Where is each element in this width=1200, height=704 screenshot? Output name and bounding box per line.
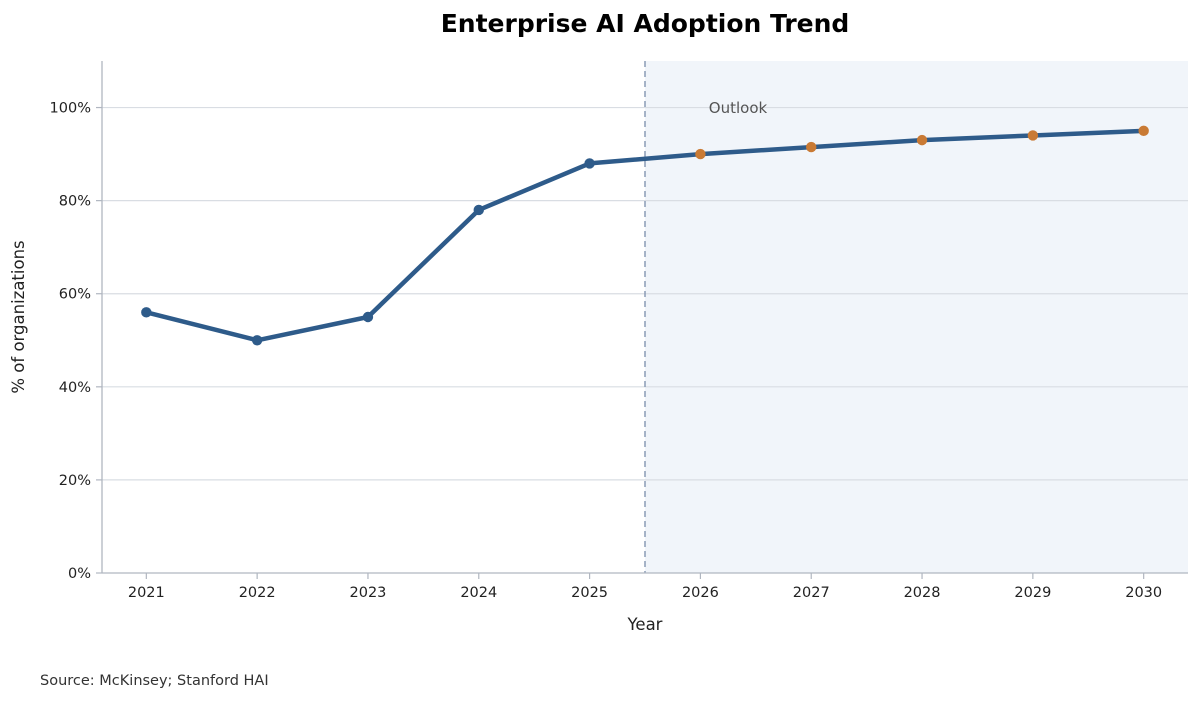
y-tick-label: 20% <box>59 473 91 489</box>
axes <box>101 61 1188 574</box>
forecast-point <box>806 141 817 153</box>
forecast-point <box>1027 130 1039 141</box>
source-note: Source: McKinsey; Stanford HAI <box>40 673 269 689</box>
forecast-region <box>645 61 1188 573</box>
x-axis-ticks: 2021 2022 2023 2024 2025 2026 2027 2028 2029 2030 <box>128 573 1162 601</box>
actual-point <box>473 204 484 216</box>
x-tick-label: 2029 <box>1014 585 1051 601</box>
y-tick-label: 40% <box>59 380 91 396</box>
y-axis-label: % of organizations <box>9 240 28 393</box>
y-tick-label: 0% <box>68 566 91 582</box>
x-tick-label: 2027 <box>793 585 830 601</box>
forecast-label: Outlook <box>709 99 768 117</box>
chart-title: Enterprise AI Adoption Trend <box>441 9 850 38</box>
x-tick-label: 2023 <box>350 585 387 601</box>
series-line <box>144 128 1146 343</box>
y-axis-ticks: 0% 20% 40% 60% 80% 100% <box>50 101 102 582</box>
forecast-point <box>695 148 706 160</box>
x-tick-label: 2026 <box>682 585 719 601</box>
y-tick-label: 80% <box>59 194 91 210</box>
x-tick-label: 2024 <box>460 585 497 601</box>
actual-point <box>362 311 374 323</box>
y-tick-label: 60% <box>59 287 91 303</box>
forecast-point <box>916 134 928 146</box>
data-points <box>141 125 1149 346</box>
actual-point <box>251 335 263 346</box>
actual-point <box>141 307 152 318</box>
forecast-point <box>1138 125 1149 137</box>
actual-point <box>584 158 595 169</box>
x-tick-label: 2025 <box>571 585 608 601</box>
x-tick-label: 2028 <box>904 585 941 601</box>
y-tick-label: 100% <box>50 101 91 117</box>
x-tick-label: 2021 <box>128 585 165 601</box>
x-axis-label: Year <box>627 615 663 634</box>
x-tick-label: 2030 <box>1125 585 1162 601</box>
x-tick-label: 2022 <box>239 585 276 601</box>
